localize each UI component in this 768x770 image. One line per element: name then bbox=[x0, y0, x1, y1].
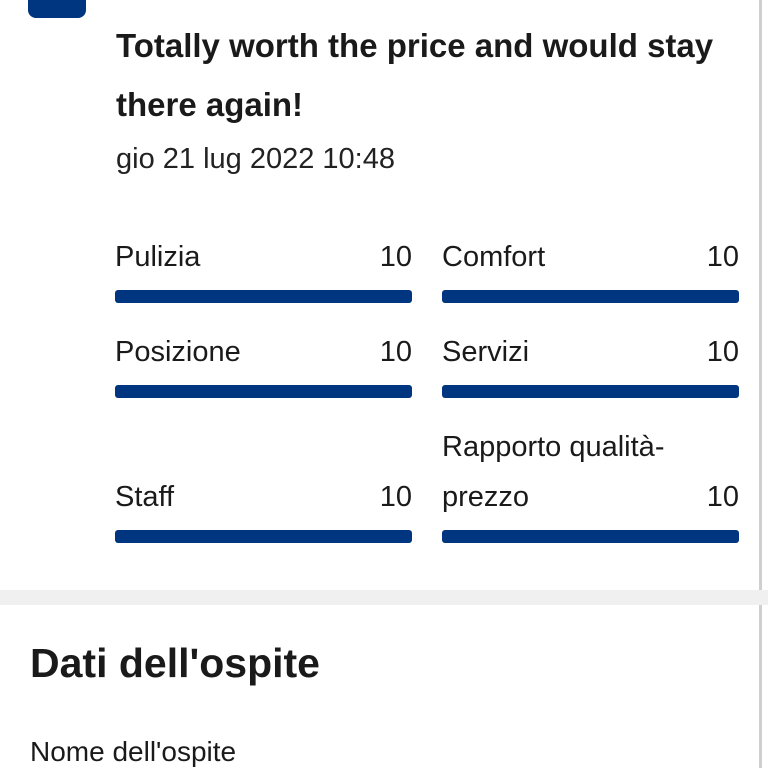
review-date: gio 21 lug 2022 10:48 bbox=[116, 143, 395, 175]
rating-bar bbox=[442, 385, 739, 398]
section-title: Dati dell'ospite bbox=[30, 640, 320, 686]
scrollbar bbox=[759, 0, 762, 768]
rating-score: 10 bbox=[379, 481, 412, 513]
rating-label: Rapporto qualità-prezzo bbox=[442, 431, 665, 513]
rating-row: Rapporto qualità-prezzo 10 bbox=[442, 422, 739, 522]
rating-item: Posizione 10 bbox=[115, 327, 412, 398]
rating-score: 10 bbox=[706, 336, 739, 368]
rating-bar bbox=[442, 530, 739, 543]
rating-row: Posizione 10 bbox=[115, 327, 412, 377]
rating-item: Rapporto qualità-prezzo 10 bbox=[442, 422, 739, 543]
rating-label: Comfort bbox=[442, 241, 546, 273]
rating-bar bbox=[115, 530, 412, 543]
rating-label: Staff bbox=[115, 481, 175, 513]
rating-row: Comfort 10 bbox=[442, 232, 739, 282]
field-label: Nome dell'ospite bbox=[30, 736, 237, 767]
section-divider bbox=[0, 590, 768, 605]
rating-item: Servizi 10 bbox=[442, 327, 739, 398]
ratings-grid: Pulizia 10 Comfort 10 Posizione 10 Servizi 10 St… bbox=[115, 232, 739, 543]
rating-label: Pulizia bbox=[115, 241, 201, 273]
rating-label: Posizione bbox=[115, 336, 241, 368]
rating-bar bbox=[442, 290, 739, 303]
rating-row: Servizi 10 bbox=[442, 327, 739, 377]
rating-score: 10 bbox=[379, 241, 412, 273]
rating-row: Pulizia 10 bbox=[115, 232, 412, 282]
rating-row: Staff 10 bbox=[115, 472, 412, 522]
rating-score: 10 bbox=[706, 481, 739, 513]
avatar-icon bbox=[28, 0, 86, 18]
rating-item: Staff 10 bbox=[115, 472, 412, 543]
rating-item: Pulizia 10 bbox=[115, 232, 412, 303]
rating-item: Comfort 10 bbox=[442, 232, 739, 303]
rating-score: 10 bbox=[379, 336, 412, 368]
rating-label: Servizi bbox=[442, 336, 530, 368]
rating-score: 10 bbox=[706, 241, 739, 273]
rating-bar bbox=[115, 290, 412, 303]
review-text: Totally worth the price and would stay t… bbox=[116, 27, 714, 123]
rating-bar bbox=[115, 385, 412, 398]
